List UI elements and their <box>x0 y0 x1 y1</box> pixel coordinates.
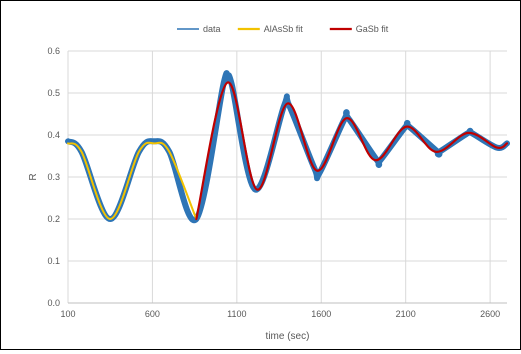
x-tick-label: 1600 <box>311 309 331 319</box>
x-tick-label: 100 <box>60 309 75 319</box>
y-axis-ticks: 0.0 0.1 0.2 0.3 0.4 0.5 0.6 <box>47 46 60 308</box>
y-tick-label: 0.5 <box>47 88 60 98</box>
legend-label-alassb-fit: AlAsSb fit <box>264 24 304 34</box>
x-tick-label: 600 <box>145 309 160 319</box>
x-tick-label: 1100 <box>227 309 246 319</box>
x-tick-label: 2600 <box>480 309 500 319</box>
legend-label-gasb-fit: GaSb fit <box>356 24 389 34</box>
x-axis-label: time (sec) <box>266 331 310 342</box>
y-tick-label: 0.0 <box>47 298 60 308</box>
grid-lines <box>67 50 507 303</box>
series-gasb-fit-line <box>195 81 509 221</box>
y-tick-label: 0.1 <box>47 256 60 266</box>
series-data-line <box>65 70 510 224</box>
legend-label-data: data <box>203 24 221 34</box>
x-tick-label: 2100 <box>396 309 416 319</box>
y-tick-label: 0.2 <box>47 214 60 224</box>
y-axis-label: R <box>28 173 39 180</box>
series-layer <box>65 70 510 224</box>
y-tick-label: 0.3 <box>47 172 60 182</box>
y-tick-label: 0.4 <box>47 130 60 140</box>
y-tick-label: 0.6 <box>47 46 60 56</box>
line-chart: 100 600 1100 1600 2100 2600 0.00.10.20.30.40.… <box>28 24 510 342</box>
series-alassb-fit-line <box>67 141 198 220</box>
legend: data AlAsSb fit GaSb fit <box>177 24 389 34</box>
x-axis-ticks: 100 600 1100 1600 2100 2600 <box>60 309 500 319</box>
